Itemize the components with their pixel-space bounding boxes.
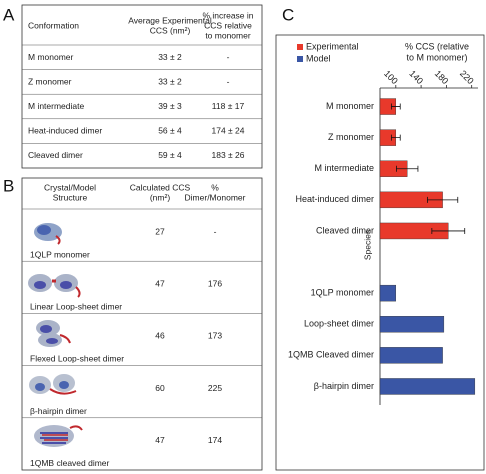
- bar: [379, 347, 443, 364]
- table-header: Structure: [53, 192, 88, 202]
- table-cell: 33 ± 2: [158, 76, 182, 86]
- table-cell: 225: [208, 383, 222, 393]
- panel-label: C: [282, 5, 294, 24]
- error-bar: [431, 227, 466, 234]
- bar: [379, 284, 397, 302]
- x-tick-label: 180: [433, 68, 451, 86]
- structure-label: Linear Loop-sheet dimer: [30, 301, 122, 311]
- error-bar: [390, 134, 401, 141]
- bar: [379, 316, 445, 333]
- y-tick-label: M monomer: [326, 101, 374, 111]
- structure-label: 1QLP monomer: [30, 249, 90, 259]
- y-tick-label: 1QLP monomer: [311, 288, 374, 298]
- table-cell: 47: [155, 435, 165, 445]
- table-cell: 183 ± 26: [211, 150, 244, 160]
- table-cell: 176: [208, 278, 222, 288]
- table-cell: 118 ± 17: [212, 101, 245, 111]
- table-cell: 27: [155, 226, 165, 236]
- y-tick-label: Cleaved dimer: [316, 225, 374, 235]
- table-cell: 174: [208, 435, 222, 445]
- table-cell: Cleaved dimer: [28, 150, 83, 160]
- table-header: to monomer: [205, 30, 251, 40]
- table-cell: 60: [155, 383, 165, 393]
- table-header: %: [211, 182, 219, 192]
- panel-label: B: [3, 176, 14, 195]
- legend-swatch: [297, 44, 303, 50]
- table-header: (nm²): [150, 192, 170, 202]
- table-frame: [21, 177, 263, 471]
- x-tick-label: 220: [458, 68, 476, 86]
- table-cell: 46: [155, 331, 165, 341]
- y-tick-label: M intermediate: [314, 163, 374, 173]
- legend-swatch: [297, 56, 303, 62]
- x-axis-title: % CCS (relative: [405, 41, 469, 51]
- table-header: Dimer/Monomer: [185, 192, 246, 202]
- table-cell: Z monomer: [28, 76, 72, 86]
- table-cell: -: [227, 76, 230, 86]
- y-tick-label: Loop-sheet dimer: [304, 319, 374, 329]
- structure-label: Flexed Loop-sheet dimer: [30, 354, 124, 364]
- legend-label: Model: [306, 53, 331, 63]
- y-tick-label: 1QMB Cleaved dimer: [288, 350, 374, 360]
- table-cell: 174 ± 24: [211, 126, 244, 136]
- error-bar: [427, 196, 459, 203]
- legend-label: Experimental: [306, 41, 359, 51]
- table-cell: -: [214, 226, 217, 236]
- error-bar: [390, 103, 401, 110]
- table-cell: 56 ± 4: [158, 126, 182, 136]
- table-frame: [21, 4, 263, 169]
- table-cell: 47: [155, 278, 165, 288]
- table-header: Crystal/Model: [44, 182, 96, 192]
- table-cell: M intermediate: [28, 101, 84, 111]
- table-header: CCS relative: [204, 20, 252, 30]
- molecule-icons: [28, 223, 83, 447]
- structure-label: 1QMB cleaved dimer: [30, 458, 110, 468]
- table-cell: Heat-induced dimer: [28, 126, 102, 136]
- x-tick-label: 140: [407, 68, 425, 86]
- y-tick-label: Heat-induced dimer: [295, 194, 374, 204]
- table-cell: 33 ± 2: [158, 52, 182, 62]
- structure-label: β-hairpin dimer: [30, 406, 87, 416]
- table-header: % increase in: [202, 10, 253, 20]
- table-header: CCS (nm²): [150, 25, 191, 35]
- table-cell: -: [227, 52, 230, 62]
- chart-frame: [275, 34, 485, 471]
- y-tick-label: Z monomer: [328, 132, 374, 142]
- panel-label: A: [3, 5, 15, 24]
- bar: [379, 378, 476, 395]
- table-cell: 59 ± 4: [158, 150, 182, 160]
- table-header: Average Experimental: [128, 15, 212, 25]
- x-tick-label: 100: [382, 68, 400, 86]
- x-axis-title: to M monomer): [406, 52, 467, 62]
- table-cell: M monomer: [28, 52, 74, 62]
- error-bar: [396, 165, 419, 172]
- table-header: Calculated CCS: [130, 182, 191, 192]
- table-cell: 39 ± 3: [158, 101, 182, 111]
- y-tick-label: β-hairpin dimer: [314, 381, 374, 391]
- table-header: Conformation: [28, 20, 79, 30]
- y-axis-title: Species: [362, 230, 372, 260]
- table-cell: 173: [208, 331, 222, 341]
